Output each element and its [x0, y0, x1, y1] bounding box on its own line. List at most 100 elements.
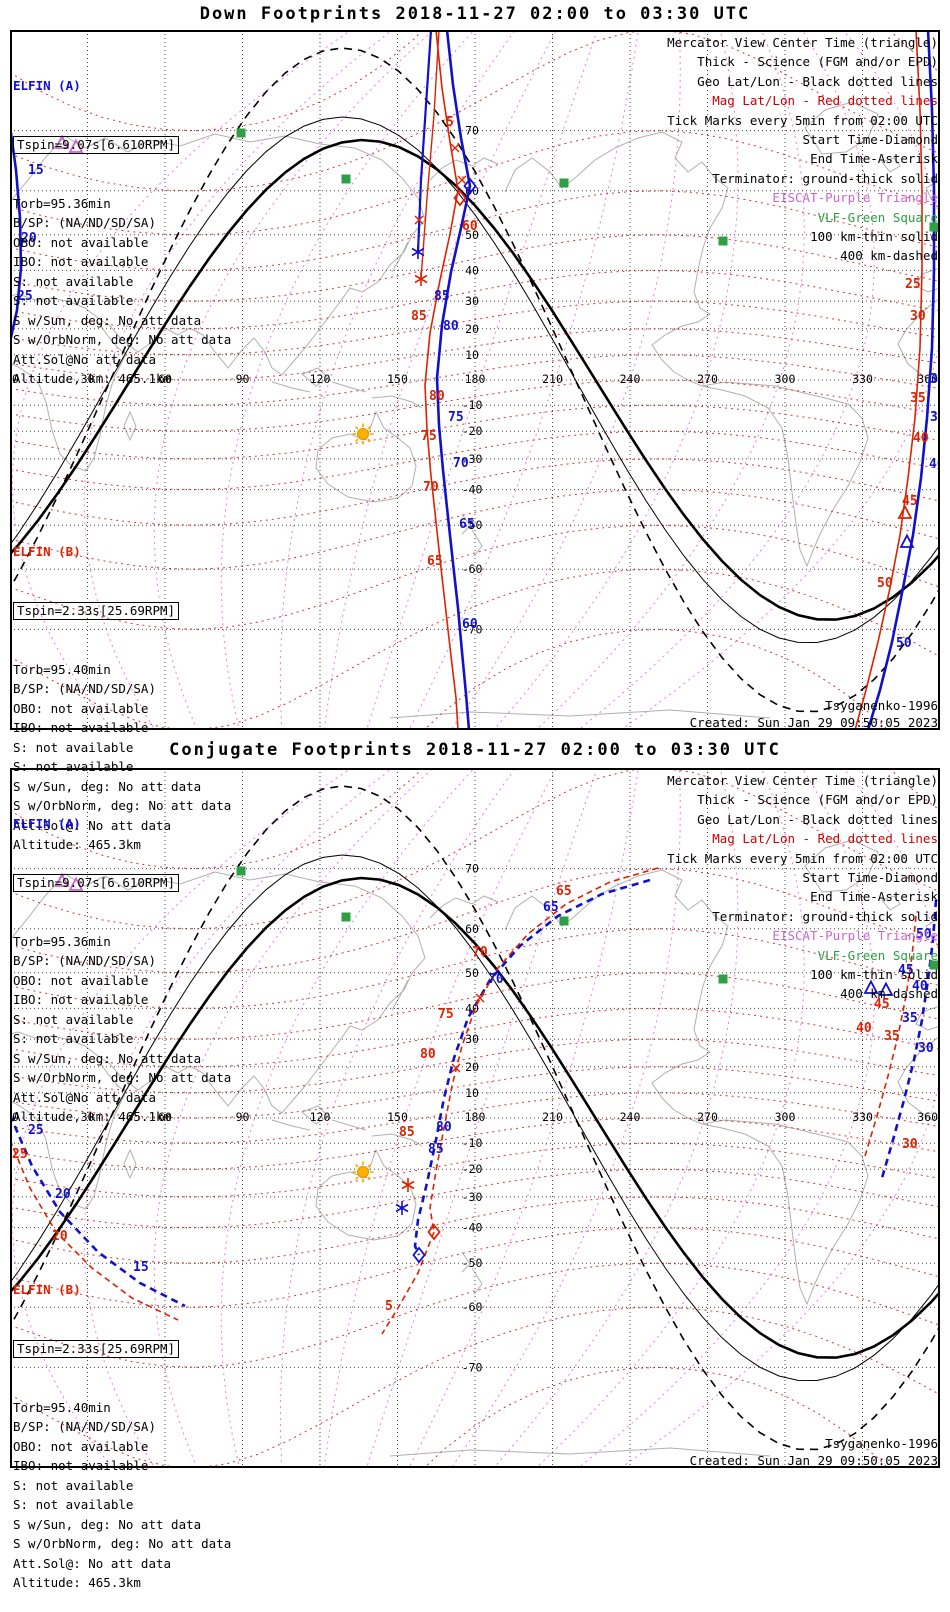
start-time-diamond-marker [412, 1246, 426, 1264]
lat-tick-label: 50 [465, 966, 479, 980]
end-time-asterisk-marker [395, 1201, 409, 1215]
legend-line: Tick Marks every 5min from 02:00 UTC [667, 850, 938, 866]
mag-lat-track-label: 35 [902, 1011, 918, 1026]
five-min-tick-marker [457, 175, 467, 185]
model-credit: Tsyganenko-1996 [825, 1436, 938, 1451]
lat-tick-label: -30 [462, 452, 483, 466]
terminator-ground-thick [10, 138, 940, 621]
end-time-asterisk-marker [414, 272, 428, 286]
satellite-track-blue [413, 878, 651, 1256]
lat-tick-label: 30 [465, 1032, 479, 1046]
legend-line: Thick - Science (FGM and/or EPD) [697, 792, 938, 808]
eiscat-triangle-marker [68, 138, 84, 153]
legend-line: 400 km-dashed [840, 248, 938, 264]
legend-line: Mag Lat/Lon - Red dotted lines [712, 93, 938, 109]
panel-title-conjugate: Conjugate Footprints 2018-11-27 02:00 to… [169, 740, 781, 760]
markers [54, 866, 939, 1264]
info-line: Torb=95.36min [13, 933, 111, 949]
legend-bottom: Mercator View Center Time (triangle) Thic… [667, 771, 938, 1004]
lon-tick-label: 60 [158, 1110, 172, 1124]
mag-lat-track-label: 45 [874, 997, 890, 1012]
mag-lat-track-label: 30 [930, 372, 940, 387]
info-line: B/SP: (NA/ND/SD/SA) [13, 953, 156, 968]
lon-tick-label: 210 [542, 1110, 563, 1124]
info-line: OBO: not available [13, 972, 149, 988]
lon-tick-label: 210 [542, 372, 563, 386]
mag-lat-track-label: 5 [446, 115, 454, 130]
lat-tick-label: 20 [465, 1060, 479, 1074]
lon-tick-label: 150 [387, 1110, 408, 1124]
info-line: IBO: not available [13, 254, 149, 269]
created-stamp: Created: Sun Jan 29 09:50:05 2023 [689, 715, 938, 730]
info-line: S w/Sun, deg: No att data [13, 1050, 202, 1066]
mag-lat-track-label: 30 [918, 1041, 934, 1056]
lon-tick-label: 120 [310, 372, 331, 386]
center-time-triangle-marker [899, 533, 915, 548]
info-line: S w/OrbNorm, deg: No att data [13, 798, 232, 813]
satellite-track-blue [10, 1114, 186, 1308]
tspin-value: Tspin=2.33s[25.69RPM] [13, 1339, 180, 1358]
vlf-square-marker [929, 222, 939, 232]
info-line: OBO: not available [13, 234, 149, 250]
lon-tick-label: 150 [387, 372, 408, 386]
satellite-track-red [10, 1139, 179, 1321]
mag-lat-track-label: 65 [427, 554, 443, 569]
lat-tick-label: -10 [462, 1136, 483, 1150]
info-line: S: not available [13, 1477, 134, 1493]
lon-tick-label: 270 [697, 1110, 718, 1124]
elfin-b-info-top: ELFIN (B) Tspin=2.33s[25.69RPM] Torb=95.… [13, 503, 231, 874]
mag-lat-track-label: 85 [428, 1142, 444, 1157]
info-line: S w/Sun, deg: No att data [13, 1516, 202, 1532]
lat-tick-label: -70 [462, 1360, 483, 1374]
mag-lat-track-label: 50 [877, 576, 893, 591]
satellite-name: ELFIN (B) [13, 1282, 81, 1297]
info-line: B/SP: (NA/ND/SD/SA) [13, 215, 156, 230]
start-time-diamond-marker [463, 177, 477, 195]
mag-lat-track-label: 20 [52, 1229, 68, 1244]
terminator-400km-dashed [10, 785, 940, 1451]
info-line: S: not available [13, 1497, 134, 1512]
legend-line: Thick - Science (FGM and/or EPD) [697, 54, 938, 70]
mag-lat-track-label: 40 [929, 457, 940, 472]
info-line: S: not available [13, 293, 134, 308]
legend-line: Terminator: ground-thick solid [712, 908, 938, 924]
satellite-track-red [864, 915, 917, 1157]
info-line: Torb=95.40min [13, 1399, 111, 1415]
legend-line: 400 km-dashed [840, 986, 938, 1002]
five-min-tick-marker [475, 993, 485, 1003]
lon-tick-label: 360 [917, 1110, 938, 1124]
lon-tick-label: 240 [620, 1110, 641, 1124]
vlf-square-marker [718, 974, 728, 984]
sun-symbol [352, 1161, 374, 1183]
info-line: B/SP: (NA/ND/SD/SA) [13, 681, 156, 696]
info-line: Att.Sol@: No att data [13, 1555, 172, 1571]
vlf-square-marker [236, 866, 246, 876]
info-line: S: not available [13, 1031, 134, 1046]
mag-lat-track-label: 50 [916, 927, 932, 942]
mag-lat-track-label: 65 [556, 884, 572, 899]
satellite-track-blue [416, 30, 433, 253]
legend-line: End Time-Asterisk [810, 151, 938, 167]
satellite-track-blue [866, 30, 936, 730]
satellite-track-red [424, 30, 459, 730]
mag-lat-track-label: 40 [856, 1021, 872, 1036]
satellite-track-blue [10, 125, 23, 343]
vlf-square-marker [929, 960, 939, 970]
elfin-a-info-bottom: ELFIN (A) Tspin=9.07s[6.610RPM] Torb=95.… [13, 775, 231, 1146]
mag-longitude-lines [12, 768, 940, 1468]
map-content: 0 30 60 90 120 150 180 210 240 270 300 330 360706050… [10, 30, 940, 730]
lon-tick-label: 30 [81, 372, 95, 386]
mag-lat-track-label: 25 [905, 277, 921, 292]
mag-lat-track-label: 25 [17, 289, 33, 304]
info-line: Altitude: 465.3km [13, 837, 141, 852]
lat-tick-label: 70 [465, 124, 479, 138]
tspin-value: Tspin=2.33s[25.69RPM] [13, 601, 180, 620]
lon-tick-label: 90 [236, 372, 250, 386]
satellite-track-red [854, 30, 923, 730]
map-conjugate-footprints: 0 30 60 90 120 150 180 210 240 270 300 330 360 70 60 50… [10, 768, 940, 1468]
legend-line: End Time-Asterisk [810, 889, 938, 905]
info-line: Altitude: 465.3km [13, 1575, 141, 1590]
mag-lat-track-label: 60 [462, 617, 478, 632]
legend-line: Mercator View Center Time (triangle) [667, 773, 938, 788]
mag-lat-track-label: 80 [429, 389, 445, 404]
